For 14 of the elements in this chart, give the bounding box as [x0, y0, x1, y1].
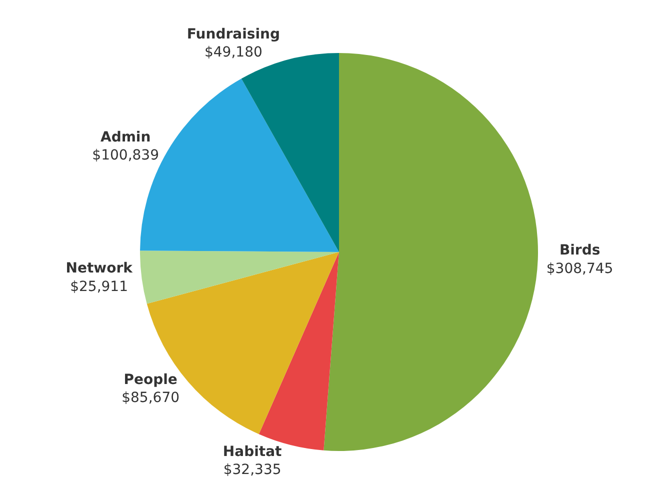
slice-label: People — [124, 372, 178, 388]
slice-label: Network — [66, 260, 134, 277]
slice-label: Fundraising — [186, 26, 280, 42]
data-label: $100,839 — [92, 148, 159, 164]
slice-label: Admin — [100, 129, 151, 146]
data-label: $49,180 — [204, 44, 262, 61]
data-label: $32,335 — [223, 462, 282, 478]
slice-label: Habitat — [222, 444, 282, 460]
data-label: $85,670 — [122, 390, 180, 406]
pie-slice — [324, 53, 538, 451]
data-label: $25,911 — [70, 278, 128, 295]
data-label: $308,745 — [546, 260, 614, 277]
slice-label: Birds — [559, 242, 600, 259]
pie-slice — [140, 250, 339, 304]
